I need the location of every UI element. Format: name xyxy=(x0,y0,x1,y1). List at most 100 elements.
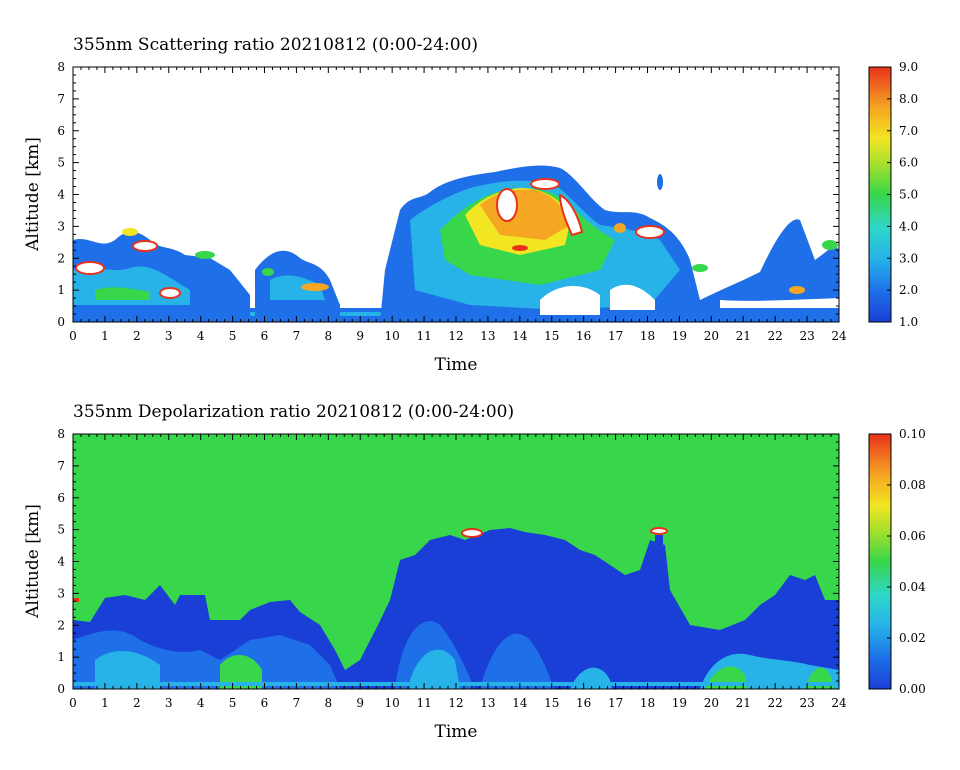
x-tick-label: 13 xyxy=(480,329,495,343)
y-tick-label: 3 xyxy=(57,586,65,600)
x-tick-label: 15 xyxy=(544,696,559,710)
y-tick-label: 5 xyxy=(57,156,65,170)
y-tick-label: 4 xyxy=(57,188,65,202)
scattering-ratio-panel: 355nm Scattering ratio 20210812 (0:00-24… xyxy=(23,35,918,375)
x-tick-label: 16 xyxy=(576,696,591,710)
y-tick-label: 0 xyxy=(57,682,65,696)
x-tick-label: 4 xyxy=(197,329,205,343)
x-axis: 0 1 2 3 4 5 6 7 8 9 10 11 12 13 14 15 16 17 18 19 20 21 22 23 24 xyxy=(69,434,847,710)
x-tick-label: 21 xyxy=(736,696,751,710)
x-tick-label: 15 xyxy=(544,329,559,343)
y-tick-label: 5 xyxy=(57,523,65,537)
x-tick-label: 11 xyxy=(416,696,431,710)
x-tick-label: 7 xyxy=(293,329,301,343)
x-tick-label: 22 xyxy=(768,696,783,710)
x-tick-label: 20 xyxy=(704,329,719,343)
y-tick-label: 2 xyxy=(57,618,65,632)
x-tick-label: 10 xyxy=(385,696,400,710)
x-tick-label: 18 xyxy=(640,696,655,710)
x-tick-label: 17 xyxy=(608,329,623,343)
x-tick-label: 5 xyxy=(229,329,237,343)
x-tick-label: 8 xyxy=(325,329,333,343)
colorbar-tick-label: 0.06 xyxy=(899,529,926,543)
x-tick-label: 0 xyxy=(69,329,77,343)
y-tick-label: 7 xyxy=(57,459,65,473)
x-tick-label: 17 xyxy=(608,696,623,710)
y-tick-label: 1 xyxy=(57,650,65,664)
x-tick-label: 12 xyxy=(448,329,463,343)
x-tick-label: 9 xyxy=(356,696,364,710)
y-tick-label: 8 xyxy=(57,427,65,441)
colorbar-tick-label: 4.0 xyxy=(899,219,918,233)
x-tick-label: 24 xyxy=(831,696,847,710)
x-tick-label: 23 xyxy=(799,696,814,710)
y-tick-label: 1 xyxy=(57,283,65,297)
colorbar xyxy=(868,433,892,690)
x-axis: 0 1 2 3 4 5 6 7 8 9 10 11 12 13 14 15 16 17 18 19 20 21 22 23 24 xyxy=(69,67,847,343)
y-axis: 0 1 2 3 4 5 6 7 8 xyxy=(57,427,839,696)
x-tick-label: 7 xyxy=(293,696,301,710)
x-tick-label: 2 xyxy=(133,329,141,343)
x-tick-label: 21 xyxy=(736,329,751,343)
x-tick-label: 12 xyxy=(448,696,463,710)
x-tick-label: 0 xyxy=(69,696,77,710)
y-tick-label: 3 xyxy=(57,219,65,233)
x-tick-label: 22 xyxy=(768,329,783,343)
colorbar-tick-label: 6.0 xyxy=(899,156,918,170)
colorbar-tick-label: 0.02 xyxy=(899,631,926,645)
scattering-field xyxy=(73,67,839,322)
x-tick-label: 19 xyxy=(672,329,687,343)
y-tick-label: 6 xyxy=(57,124,65,138)
colorbar-tick-label: 0.08 xyxy=(899,478,926,492)
x-tick-label: 8 xyxy=(325,696,333,710)
y-tick-label: 6 xyxy=(57,491,65,505)
y-tick-label: 0 xyxy=(57,315,65,329)
chart-title: 355nm Depolarization ratio 20210812 (0:0… xyxy=(73,402,514,422)
x-tick-label: 13 xyxy=(480,696,495,710)
x-tick-label: 19 xyxy=(672,696,687,710)
y-tick-label: 8 xyxy=(57,60,65,74)
colorbar-tick-label: 0.04 xyxy=(899,580,926,594)
y-axis: 0 1 2 3 4 5 6 7 8 xyxy=(57,60,839,329)
x-tick-label: 6 xyxy=(261,329,269,343)
x-tick-label: 11 xyxy=(416,329,431,343)
y-axis-label: Altitude [km] xyxy=(23,137,43,252)
x-tick-label: 4 xyxy=(197,696,205,710)
colorbar-ticks: 1.0 2.0 3.0 4.0 5.0 6.0 7.0 8.0 9.0 xyxy=(887,60,918,329)
colorbar-tick-label: 2.0 xyxy=(899,283,918,297)
x-tick-label: 3 xyxy=(165,329,173,343)
x-axis-label: Time xyxy=(435,355,478,375)
y-axis-label: Altitude [km] xyxy=(23,504,43,619)
x-tick-label: 24 xyxy=(831,329,847,343)
x-tick-label: 10 xyxy=(385,329,400,343)
colorbar-tick-label: 1.0 xyxy=(899,315,918,329)
x-tick-label: 20 xyxy=(704,696,719,710)
y-tick-label: 7 xyxy=(57,92,65,106)
colorbar-tick-label: 3.0 xyxy=(899,251,918,265)
colorbar-ticks: 0.00 0.02 0.04 0.06 0.08 0.10 xyxy=(887,427,926,696)
colorbar-tick-label: 7.0 xyxy=(899,124,918,138)
depolarization-ratio-panel: 355nm Depolarization ratio 20210812 (0:0… xyxy=(23,402,926,742)
depolarization-field xyxy=(73,434,839,689)
x-tick-label: 1 xyxy=(101,329,109,343)
colorbar-tick-label: 0.10 xyxy=(899,427,926,441)
x-tick-label: 3 xyxy=(165,696,173,710)
x-tick-label: 6 xyxy=(261,696,269,710)
x-tick-label: 16 xyxy=(576,329,591,343)
y-tick-label: 2 xyxy=(57,251,65,265)
y-tick-label: 4 xyxy=(57,555,65,569)
colorbar-tick-label: 0.00 xyxy=(899,682,926,696)
x-tick-label: 23 xyxy=(799,329,814,343)
x-tick-label: 18 xyxy=(640,329,655,343)
colorbar-tick-label: 5.0 xyxy=(899,188,918,202)
x-tick-label: 9 xyxy=(356,329,364,343)
chart-title: 355nm Scattering ratio 20210812 (0:00-24… xyxy=(73,35,478,55)
x-axis-label: Time xyxy=(435,722,478,742)
x-tick-label: 14 xyxy=(512,329,528,343)
x-tick-label: 14 xyxy=(512,696,528,710)
colorbar-tick-label: 9.0 xyxy=(899,60,918,74)
x-tick-label: 2 xyxy=(133,696,141,710)
x-tick-label: 5 xyxy=(229,696,237,710)
x-tick-label: 1 xyxy=(101,696,109,710)
